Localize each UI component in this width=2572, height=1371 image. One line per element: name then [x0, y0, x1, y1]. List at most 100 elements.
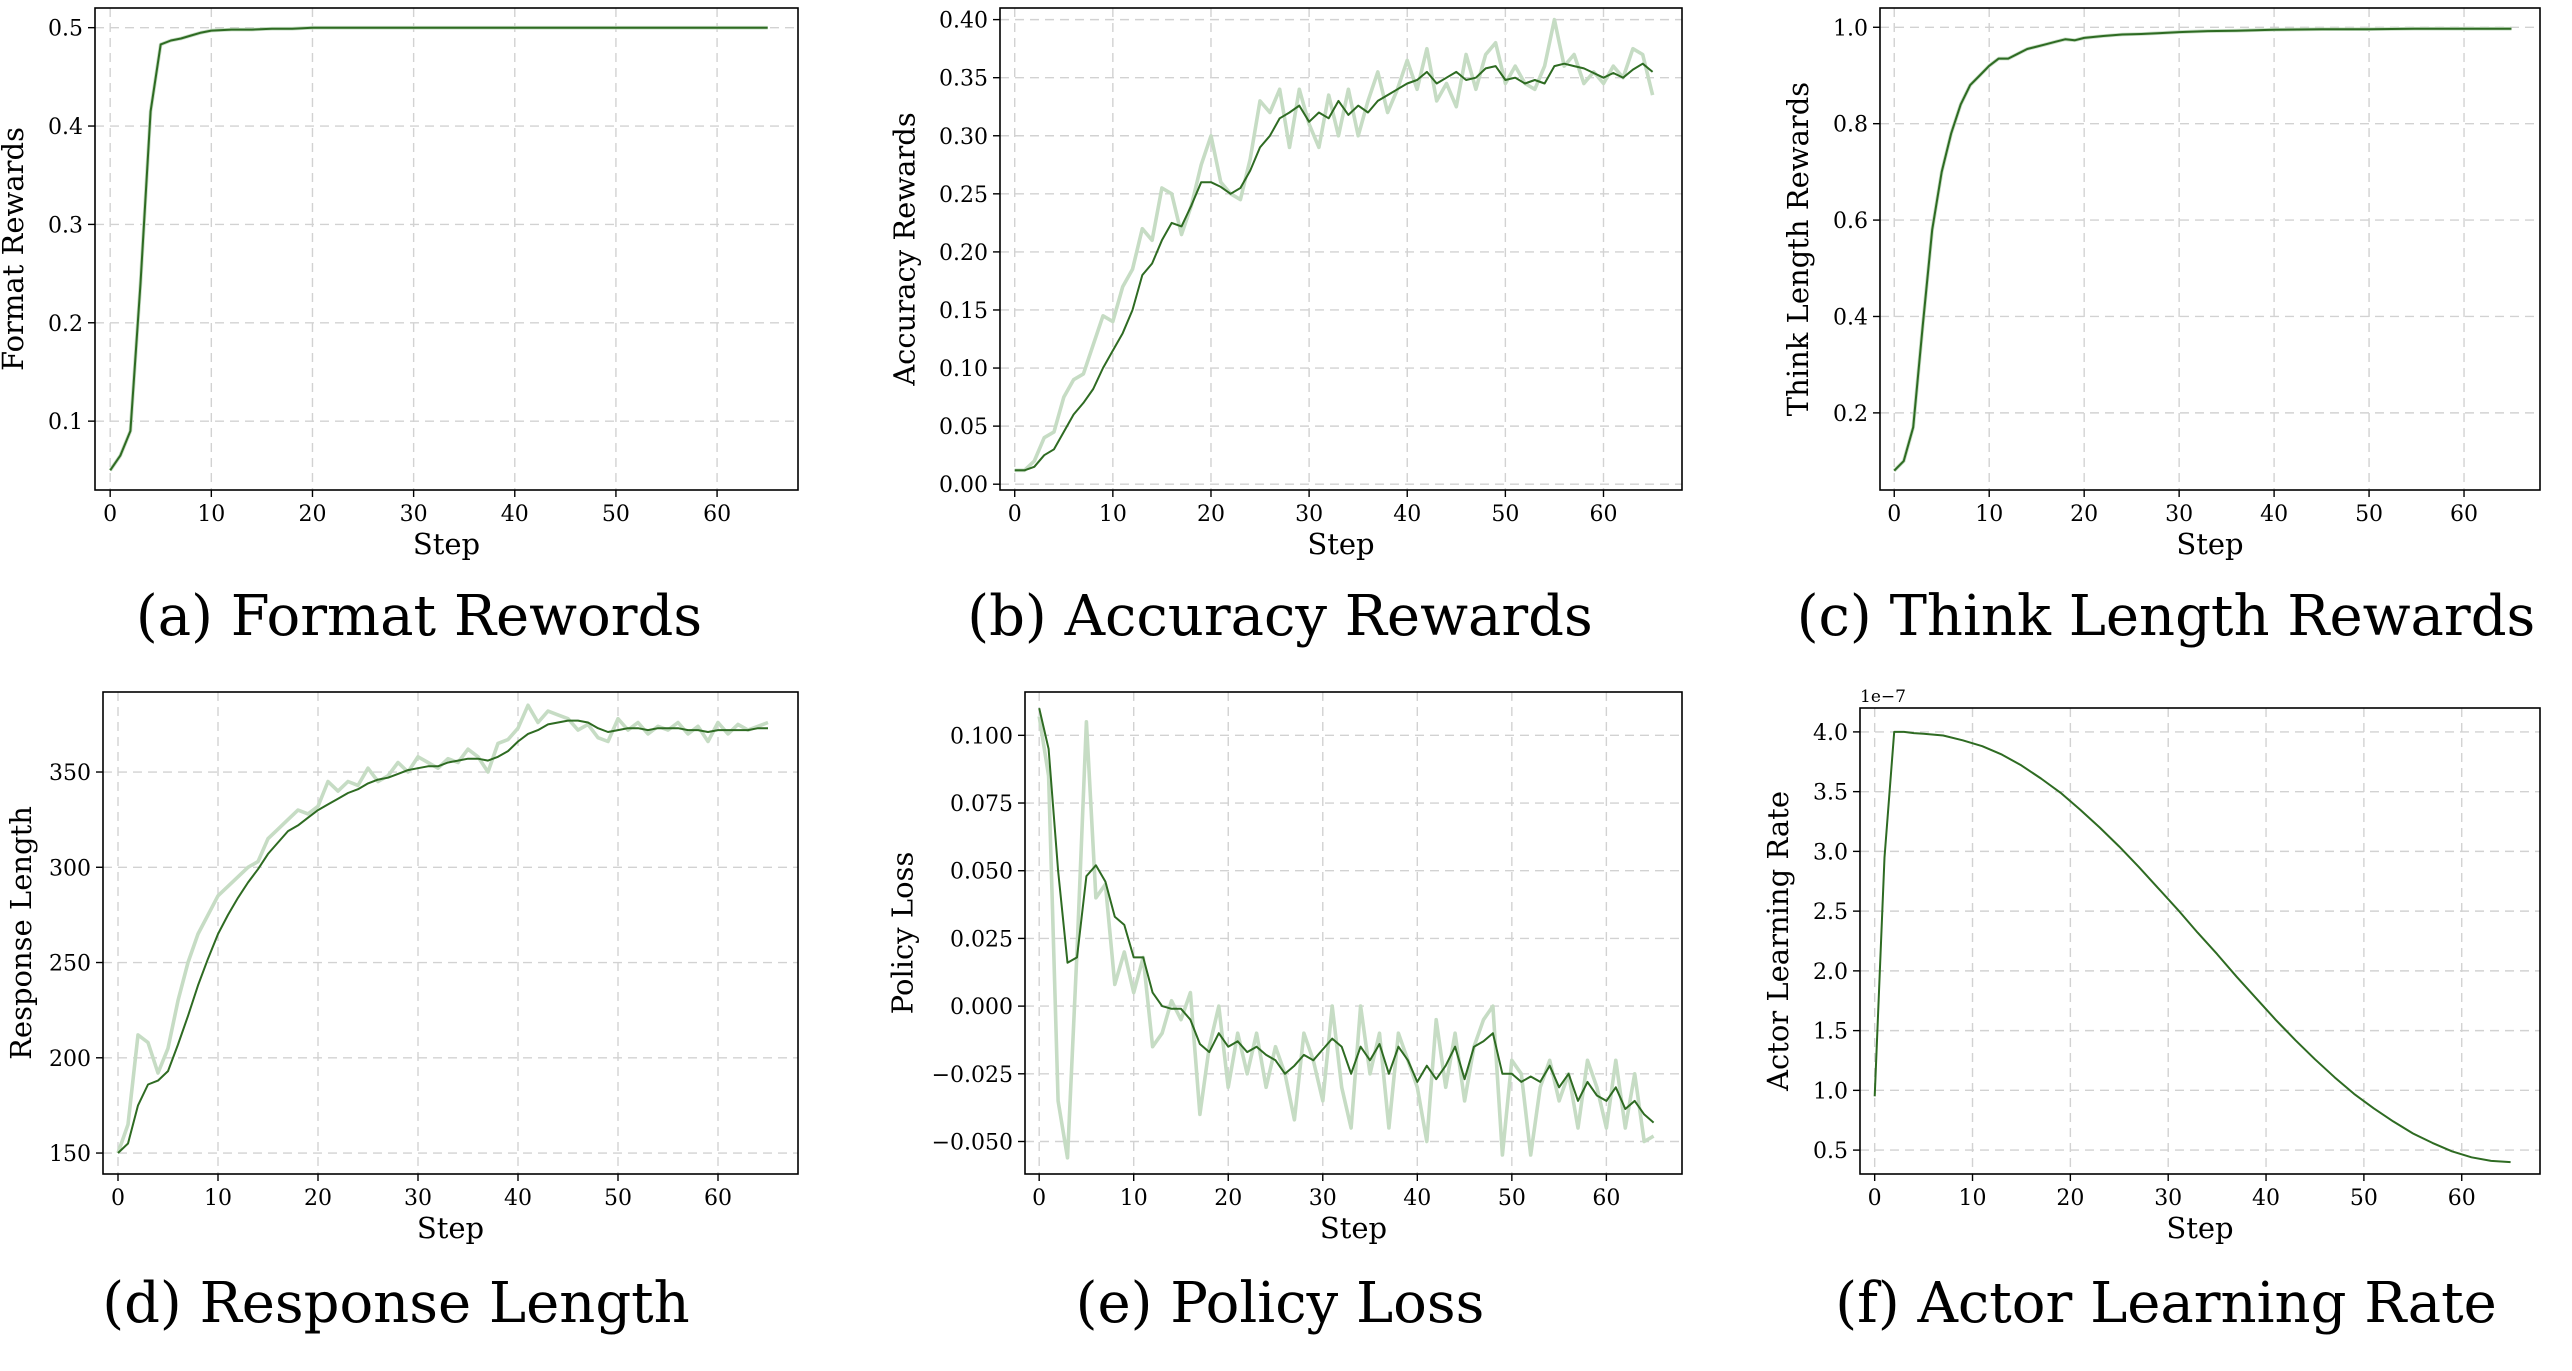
y-axis-label: Format Rewards: [0, 127, 30, 371]
x-tick-label: 50: [1498, 1186, 1526, 1211]
x-tick-label: 0: [111, 1186, 125, 1211]
x-tick-label: 40: [504, 1186, 532, 1211]
plot-frame: [1879, 7, 2541, 491]
y-tick-label: 1.0: [1833, 16, 1868, 41]
y-tick-label: 200: [49, 1047, 91, 1072]
y-tick-label: 3.0: [1813, 840, 1848, 865]
y-tick-label: 0.2: [1833, 402, 1868, 427]
y-tick-label: 0.35: [939, 67, 988, 92]
y-axis-label: Accuracy Rewards: [887, 112, 921, 387]
y-tick-label: 2.0: [1813, 960, 1848, 985]
x-tick-label: 30: [1295, 502, 1323, 527]
x-tick-label: 20: [2056, 1186, 2084, 1211]
y-tick-label: 150: [49, 1142, 91, 1167]
x-tick-label: 50: [1491, 502, 1519, 527]
y-tick-label: −0.025: [932, 1063, 1013, 1088]
chart-caption: (b) Accuracy Rewards: [967, 584, 1593, 649]
chart-caption: (f) Actor Learning Rate: [1835, 1271, 2496, 1336]
x-tick-label: 60: [1589, 502, 1617, 527]
x-tick-label: 60: [2450, 502, 2478, 527]
x-axis-label: Step: [413, 527, 480, 561]
x-tick-label: 10: [1099, 502, 1127, 527]
chart-d: 0 10 20 30 40 50 60 150 200 250 300 350 Step Response…: [4, 691, 799, 1336]
plot-frame: [1859, 707, 2541, 1175]
y-tick-label: 0.050: [950, 860, 1013, 885]
plot-frame: [102, 691, 799, 1175]
x-tick-label: 40: [1403, 1186, 1431, 1211]
y-tick-label: 0.3: [48, 213, 83, 238]
y-tick-label: 0.100: [950, 724, 1013, 749]
x-tick-label: 0: [103, 502, 117, 527]
x-tick-label: 50: [2350, 1186, 2378, 1211]
plot-frame: [1024, 691, 1683, 1175]
y-tick-label: 3.5: [1813, 781, 1848, 806]
y-tick-label: 2.5: [1813, 900, 1848, 925]
y-tick-label: 0.8: [1833, 113, 1868, 138]
chart-caption: (a) Format Rewords: [136, 584, 702, 649]
series-line-smooth: [1038, 707, 1655, 1124]
series-line-smooth: [1014, 62, 1654, 472]
y-tick-label: 0.4: [48, 115, 83, 140]
chart-f: 0 10 20 30 40 50 60 0.5 1.0 1.5 2.0 2.5 3.0 3.5 4.0 Ste…: [1761, 687, 2541, 1336]
x-tick-label: 20: [2070, 502, 2098, 527]
x-tick-label: 30: [2165, 502, 2193, 527]
x-tick-label: 10: [1959, 1186, 1987, 1211]
y-tick-label: 0.5: [48, 17, 83, 42]
x-tick-label: 0: [1032, 1186, 1046, 1211]
y-tick-label: 0.4: [1833, 305, 1868, 330]
x-tick-label: 10: [197, 502, 225, 527]
y-tick-label: 0.2: [48, 312, 83, 337]
x-tick-label: 10: [1975, 502, 2003, 527]
y-tick-label: 4.0: [1813, 721, 1848, 746]
x-axis-label: Step: [1307, 527, 1374, 561]
x-tick-label: 50: [604, 1186, 632, 1211]
y-tick-label: 0.15: [939, 299, 988, 324]
x-tick-label: 10: [1120, 1186, 1148, 1211]
y-tick-label: 0.000: [950, 995, 1013, 1020]
chart-caption: (c) Think Length Rewards: [1797, 584, 2536, 649]
x-tick-label: 30: [404, 1186, 432, 1211]
x-tick-label: 10: [204, 1186, 232, 1211]
y-tick-label: 0.00: [939, 473, 988, 498]
series-line-raw: [1892, 26, 2512, 472]
x-tick-label: 30: [1309, 1186, 1337, 1211]
x-tick-label: 60: [703, 502, 731, 527]
chart-c: 0 10 20 30 40 50 60 0.2 0.4 0.6 0.8 1.0 Step Think Le…: [1781, 7, 2541, 649]
x-axis-label: Step: [2166, 1211, 2233, 1245]
y-axis-label: Think Length Rewards: [1781, 82, 1815, 416]
y-tick-label: 250: [49, 952, 91, 977]
x-axis-label: Step: [417, 1211, 484, 1245]
x-tick-label: 0: [1868, 1186, 1882, 1211]
x-tick-label: 40: [1393, 502, 1421, 527]
x-tick-label: 20: [298, 502, 326, 527]
series-line-smooth: [1873, 730, 2511, 1164]
y-tick-label: 0.5: [1813, 1139, 1848, 1164]
x-tick-label: 60: [2448, 1186, 2476, 1211]
series-line-raw: [108, 25, 768, 472]
x-axis-label: Step: [2176, 527, 2243, 561]
chart-b: 0 10 20 30 40 50 60 0.00 0.05 0.10 0.15 0.20 0.25 0.3…: [887, 7, 1683, 649]
y-tick-label: 0.10: [939, 357, 988, 382]
x-tick-label: 0: [1008, 502, 1022, 527]
x-tick-label: 40: [2260, 502, 2288, 527]
x-tick-label: 20: [1197, 502, 1225, 527]
chart-a: 0 10 20 30 40 50 60 0.1 0.2 0.3 0.4 0.5 Step Format R…: [0, 7, 799, 649]
x-axis-label: Step: [1320, 1211, 1387, 1245]
y-axis-label: Actor Learning Rate: [1761, 791, 1795, 1092]
y-tick-label: 0.05: [939, 415, 988, 440]
y-tick-label: 1.5: [1813, 1020, 1848, 1045]
x-tick-label: 50: [602, 502, 630, 527]
x-tick-label: 20: [1214, 1186, 1242, 1211]
x-tick-label: 40: [501, 502, 529, 527]
y-tick-label: 0.075: [950, 792, 1013, 817]
series-line-raw: [1037, 716, 1655, 1160]
y-tick-label: 0.6: [1833, 209, 1868, 234]
y-tick-label: 0.25: [939, 183, 988, 208]
y-tick-label: 1.0: [1813, 1079, 1848, 1104]
series-line-smooth: [1893, 27, 2512, 472]
y-tick-label: 350: [49, 761, 91, 786]
x-tick-label: 50: [2355, 502, 2383, 527]
y-tick-label: 0.20: [939, 241, 988, 266]
